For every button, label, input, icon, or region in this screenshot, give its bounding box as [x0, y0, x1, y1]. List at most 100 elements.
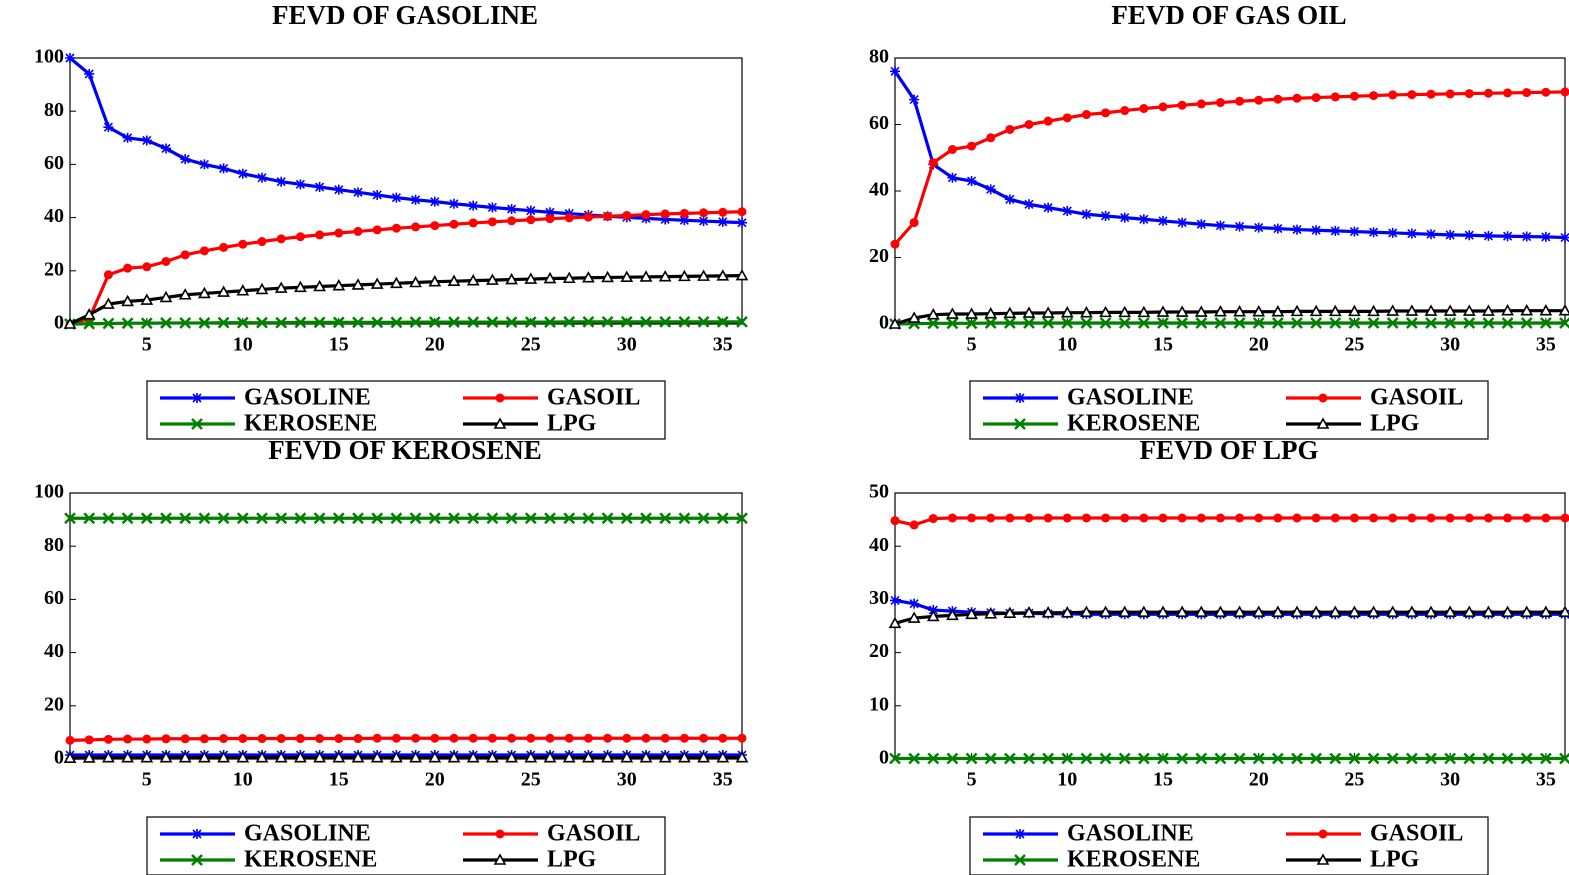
marker [1015, 829, 1025, 839]
marker [1139, 513, 1149, 523]
marker [659, 512, 672, 525]
marker [1328, 304, 1342, 317]
marker [1462, 605, 1476, 617]
marker [737, 217, 747, 228]
marker [697, 512, 710, 525]
y-tick-label: 60 [44, 587, 64, 609]
marker [659, 315, 672, 328]
marker [1310, 317, 1323, 329]
marker [928, 514, 938, 524]
marker [1501, 304, 1514, 316]
marker [927, 317, 940, 330]
plot-frame [69, 57, 743, 325]
marker [63, 317, 77, 329]
marker [1483, 230, 1494, 241]
marker [160, 512, 172, 525]
marker [468, 218, 478, 228]
marker [428, 751, 442, 763]
marker [257, 172, 267, 183]
marker [620, 751, 634, 763]
marker [192, 393, 202, 403]
marker [888, 317, 902, 329]
marker [1405, 752, 1418, 765]
marker [1348, 605, 1361, 617]
marker [1101, 513, 1111, 523]
y-tick-label: 80 [44, 99, 64, 121]
marker [255, 282, 269, 295]
marker [1501, 605, 1514, 617]
marker [1520, 605, 1534, 617]
marker [716, 512, 729, 525]
marker [217, 316, 230, 329]
marker [1443, 605, 1457, 617]
marker [678, 751, 691, 763]
marker [275, 316, 288, 329]
marker [699, 208, 709, 218]
y-tick-label: 20 [869, 640, 889, 662]
marker [890, 595, 900, 606]
marker [1081, 209, 1092, 220]
marker [1137, 317, 1150, 329]
marker [909, 94, 920, 105]
marker [1099, 752, 1112, 765]
marker [544, 316, 556, 329]
marker [160, 317, 172, 329]
marker [411, 222, 421, 232]
chart-title: FEVD OF GASOLINE [272, 0, 538, 30]
marker [1406, 228, 1417, 239]
marker [562, 271, 576, 284]
plot-frame [69, 492, 743, 760]
marker [409, 512, 422, 525]
marker [564, 213, 574, 223]
y-tick-label: 40 [44, 640, 64, 662]
marker [1024, 199, 1034, 210]
marker [466, 273, 480, 286]
marker [1424, 605, 1438, 617]
marker [121, 317, 134, 330]
marker [83, 512, 96, 525]
marker [1061, 317, 1074, 329]
x-tick-label: 10 [233, 334, 253, 356]
x-tick-label: 15 [1153, 769, 1173, 791]
marker [103, 122, 114, 133]
marker [180, 734, 190, 744]
x-tick-label: 10 [233, 769, 253, 791]
marker [1520, 304, 1534, 316]
marker [1137, 605, 1151, 617]
legend-label: KEROSENE [244, 411, 377, 437]
marker [102, 317, 115, 330]
x-tick-label: 35 [1536, 769, 1556, 791]
marker [1520, 317, 1533, 329]
marker [1024, 120, 1034, 129]
marker [352, 316, 364, 329]
marker [1080, 317, 1093, 329]
marker [889, 752, 901, 765]
marker [122, 132, 133, 143]
marker [1177, 100, 1187, 110]
marker [909, 598, 920, 609]
marker [1177, 513, 1187, 523]
marker [946, 752, 959, 765]
marker [1120, 106, 1130, 116]
marker [1386, 304, 1400, 316]
marker [1445, 89, 1455, 99]
legend-label: GASOLINE [1067, 821, 1194, 847]
legend-label: GASOLINE [1067, 385, 1194, 411]
marker [83, 317, 96, 330]
x-tick-label: 10 [1057, 334, 1077, 356]
marker [82, 308, 96, 320]
chart-title: FEVD OF GAS OIL [1111, 0, 1346, 30]
marker [620, 315, 633, 328]
marker [965, 752, 978, 765]
series-line [69, 210, 743, 326]
marker [1329, 317, 1342, 329]
marker [1041, 606, 1055, 618]
marker [332, 751, 346, 763]
marker [351, 278, 365, 290]
marker [736, 512, 748, 525]
y-tick-label: 60 [44, 152, 64, 174]
marker [1539, 317, 1552, 329]
marker [947, 144, 957, 154]
marker [121, 294, 134, 307]
